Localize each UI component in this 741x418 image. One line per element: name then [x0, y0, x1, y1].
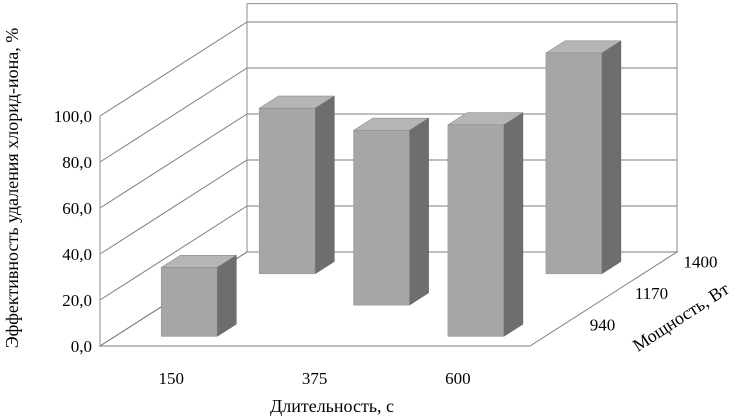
bar-front	[258, 107, 316, 275]
bar-150-940	[160, 254, 238, 337]
y-tick-label: 0,0	[71, 337, 92, 356]
chart-walls	[98, 3, 679, 347]
y-tick-label: 60,0	[62, 199, 92, 218]
y-tick-label: 20,0	[62, 291, 92, 310]
bar-600-1400	[545, 40, 622, 275]
bar-600-940	[447, 112, 524, 337]
bar-front	[447, 124, 505, 337]
z-tick-label: 1400	[684, 253, 718, 272]
x-tick-label: 375	[302, 369, 328, 388]
x-tick-label: 150	[158, 369, 184, 388]
chart-bars	[160, 40, 622, 337]
bar-150-1400	[258, 95, 336, 275]
bar-front	[160, 267, 218, 337]
x-tick-label: 600	[445, 369, 471, 388]
x-axis-title: Длительность, с	[270, 396, 394, 416]
bar-front	[353, 130, 410, 306]
y-tick-label: 40,0	[62, 245, 92, 264]
bar-375-1170	[352, 117, 430, 306]
bar-side	[503, 112, 524, 337]
bar-side	[314, 95, 335, 275]
y-tick-label: 100,0	[54, 107, 92, 126]
bar-side	[409, 117, 429, 306]
y-axis-title: Эффективность удаления хлорид-иона, %	[2, 28, 22, 348]
bar-side	[216, 254, 237, 337]
z-tick-label: 1170	[635, 284, 668, 303]
bar-front	[545, 52, 603, 275]
bar-side	[601, 40, 622, 275]
y-tick-label: 80,0	[62, 153, 92, 172]
z-tick-label: 940	[590, 315, 616, 334]
